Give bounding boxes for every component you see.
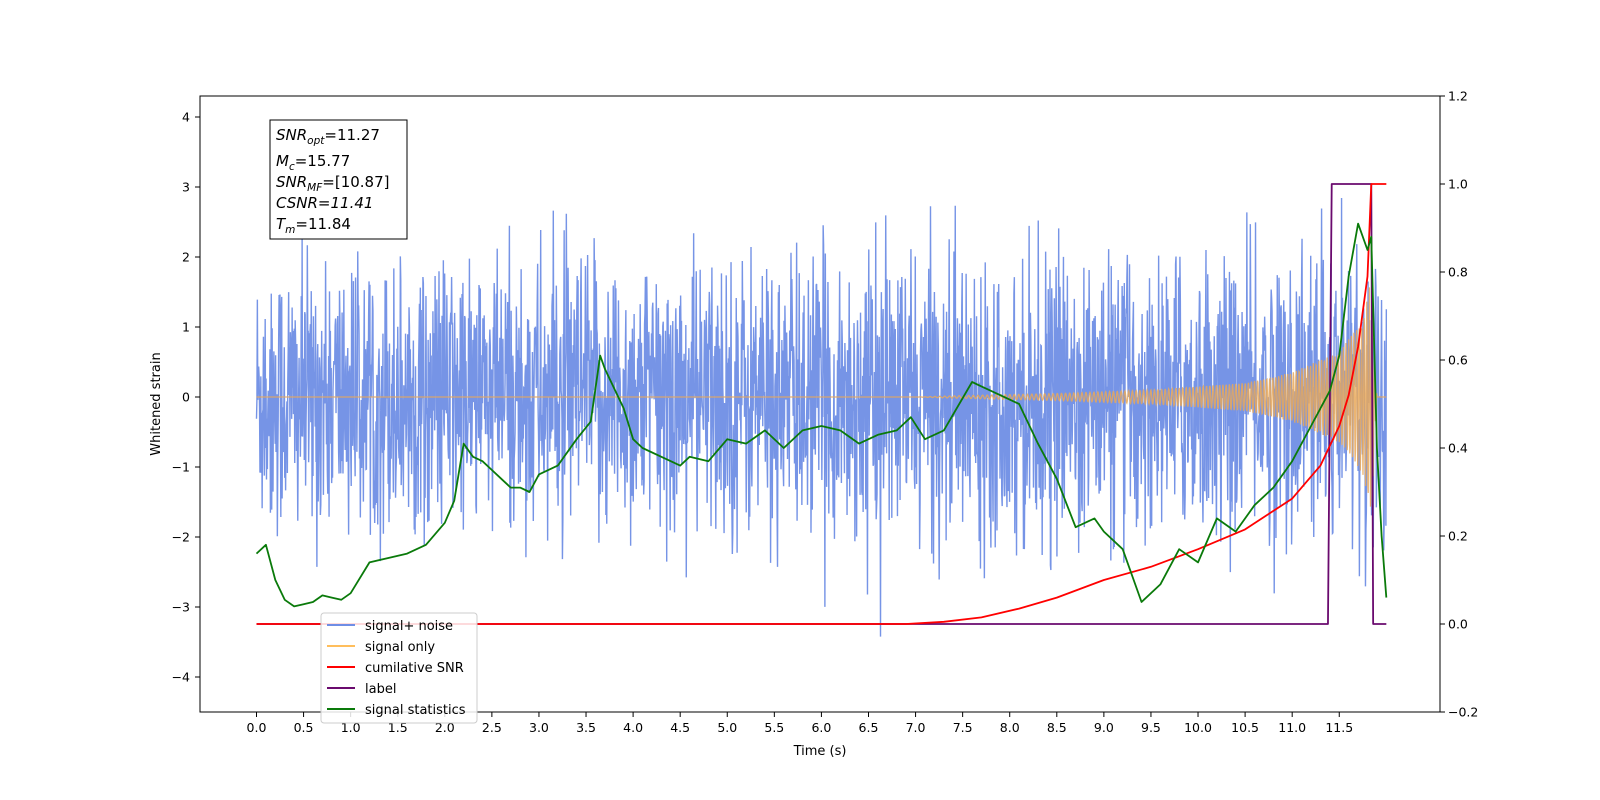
annotation-tm-subscript: m [285,224,295,236]
signal-statistics-line [255,222,1388,608]
series-signal-plus-noise [255,197,1388,637]
y-left-tick-label: −4 [172,670,190,685]
y-left-tick-label: −1 [172,460,190,475]
annotation-snr-opt-symbol: SNR [276,126,307,144]
x-tick-label: 5.0 [717,720,737,735]
y-right-tick-label: 0.6 [1448,353,1468,368]
annotation-mc-value: =15.77 [295,152,351,170]
x-tick-label: 11.0 [1278,720,1306,735]
y-right-tick-label: 1.0 [1448,177,1468,192]
annotation-csnr: CSNR=11.41 [276,194,373,212]
annotation-snr-mf-symbol: SNR [276,173,307,191]
svg-text:Tm=11.84: Tm=11.84 [276,215,351,236]
x-tick-label: 1.0 [341,720,361,735]
y-left-tick-label: 0 [182,390,190,405]
x-tick-label: 11.5 [1325,720,1353,735]
legend-label-signal-plus-noise: signal+ noise [365,619,453,634]
svg-text:Mc=15.77: Mc=15.77 [276,152,350,173]
annotation-tm-symbol: T [276,215,287,233]
annotation-snr-opt-value: =11.27 [324,126,380,144]
x-tick-label: 4.0 [623,720,643,735]
x-tick-label: 7.0 [906,720,926,735]
x-tick-label: 9.5 [1141,720,1161,735]
svg-text:SNRMF=[10.87]: SNRMF=[10.87] [276,173,390,194]
y-right-tick-label: −0.2 [1448,705,1478,720]
y-axis-right-ticks: 1.2 1.0 0.8 0.6 0.4 0.2 0.0 −0.2 [1440,89,1478,720]
y-left-tick-label: 4 [182,110,190,125]
x-tick-label: 0.5 [294,720,314,735]
x-tick-label: 8.5 [1047,720,1067,735]
y-right-tick-label: 0.0 [1448,617,1468,632]
x-tick-label: 2.5 [482,720,502,735]
series-signal-statistics [255,222,1388,608]
svg-text:SNRopt=11.27: SNRopt=11.27 [276,126,380,147]
signal-plus-noise-line [255,197,1388,637]
y-axis-label: Whitened strain [149,352,164,455]
annotation-mc-subscript: c [289,161,295,173]
x-tick-label: 2.0 [435,720,455,735]
x-tick-label: 8.0 [1000,720,1020,735]
y-left-tick-label: 2 [182,250,190,265]
plot-frame [199,95,1441,713]
y-right-tick-label: 0.8 [1448,265,1468,280]
series-signal-only [256,287,1387,507]
legend-label-signal-statistics: signal statistics [365,703,466,718]
y-left-tick-label: −3 [172,600,190,615]
signal-only-line [256,287,1387,507]
legend: signal+ noise signal only cumilative SNR… [320,612,478,724]
y-right-tick-label: 0.2 [1448,529,1468,544]
x-tick-label: 4.5 [670,720,690,735]
x-tick-label: 3.5 [576,720,596,735]
x-axis-ticks: 0.0 0.5 1.0 1.5 2.0 2.5 3.0 3.5 4.0 4.5 5.0 5.5 6.0 6… [247,712,1353,735]
x-tick-label: 6.0 [811,720,831,735]
x-tick-label: 7.5 [953,720,973,735]
annotation-snr-opt-subscript: opt [307,135,325,147]
y-axis-left-ticks: 4 3 2 1 0 −1 −2 −3 −4 [172,110,200,685]
x-tick-label: 0.0 [247,720,267,735]
cumulative-snr-line [256,183,1387,625]
x-tick-label: 10.5 [1231,720,1259,735]
x-axis-label: Time (s) [793,744,847,759]
x-tick-label: 9.0 [1094,720,1114,735]
legend-label-label: label [365,682,396,697]
series-cumulative-snr [256,183,1387,625]
x-tick-label: 1.5 [388,720,408,735]
y-left-tick-label: 3 [182,180,190,195]
y-left-tick-label: −2 [172,530,190,545]
x-tick-label: 5.5 [764,720,784,735]
x-tick-label: 10.0 [1184,720,1212,735]
legend-label-cumulative-snr: cumilative SNR [365,661,464,676]
annotation-snr-mf-value: =[10.87] [322,173,389,191]
x-tick-label: 3.0 [529,720,549,735]
annotation-tm-value: =11.84 [295,215,351,233]
annotation-mc-symbol: M [276,152,289,170]
y-left-tick-label: 1 [182,320,190,335]
y-right-tick-label: 0.4 [1448,441,1468,456]
x-tick-label: 6.5 [859,720,879,735]
y-right-tick-label: 1.2 [1448,89,1468,104]
annotation-box: SNRopt=11.27 Mc=15.77 SNRMF=[10.87] CSNR… [269,119,408,240]
annotation-snr-mf-subscript: MF [307,182,323,194]
legend-label-signal-only: signal only [365,640,435,655]
